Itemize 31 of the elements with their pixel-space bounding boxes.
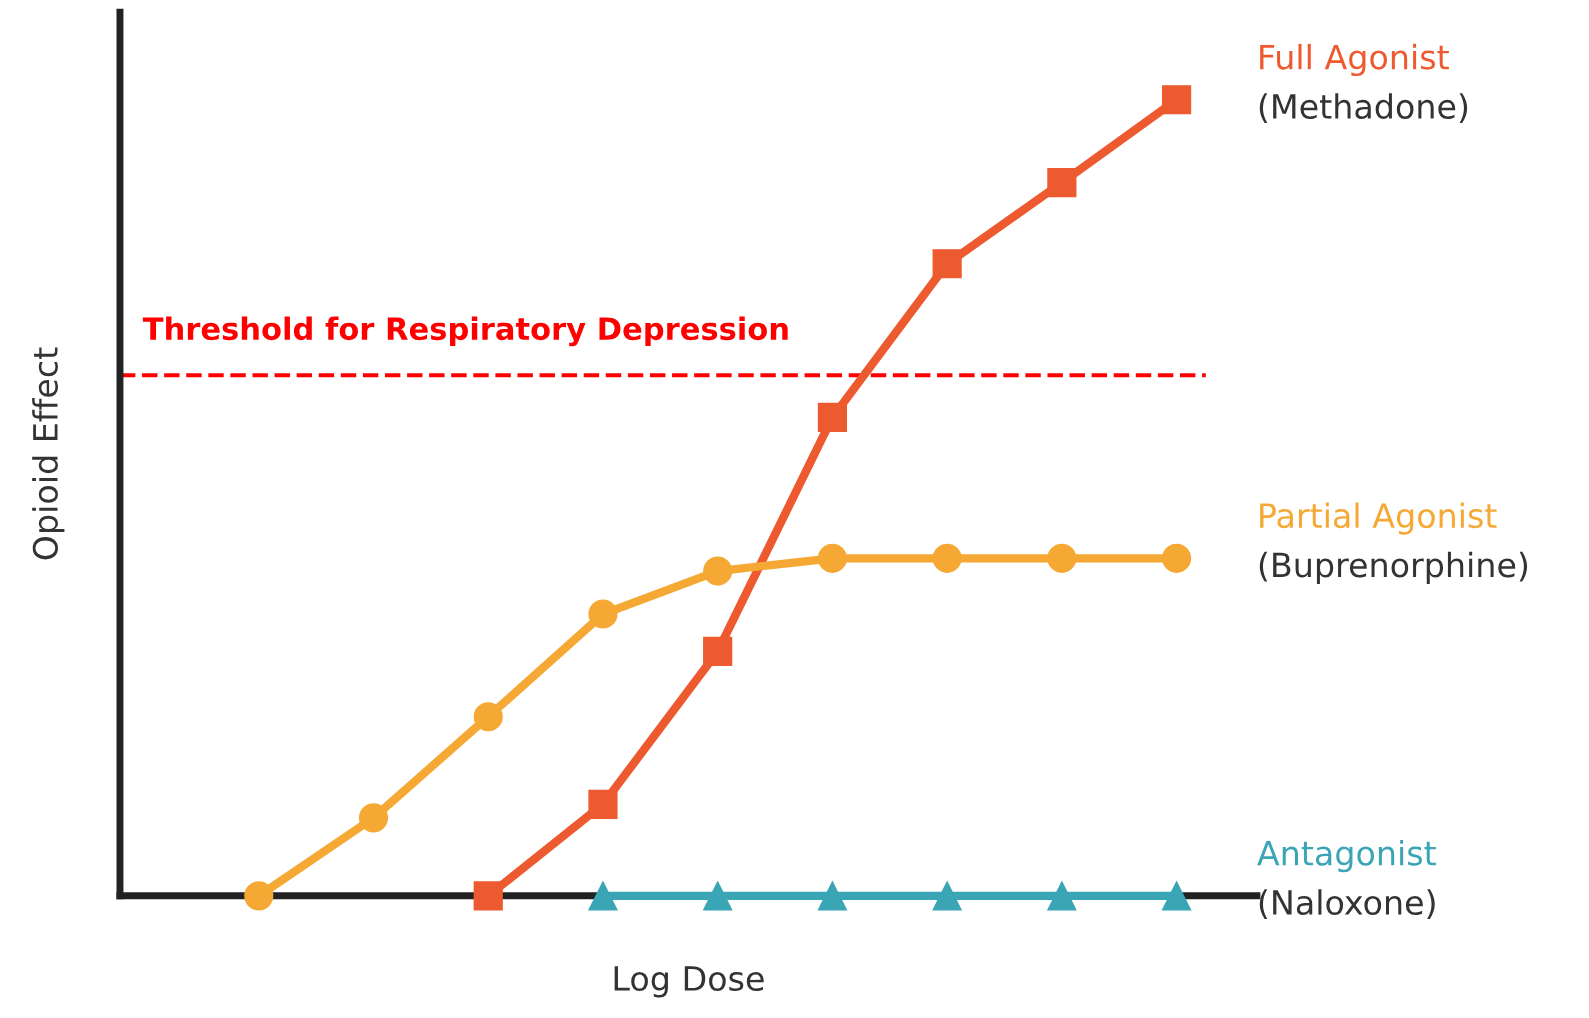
point	[1047, 543, 1077, 573]
point	[817, 543, 847, 573]
point	[703, 556, 733, 586]
text: Partial Agonist	[1260, 502, 1497, 535]
point	[244, 881, 274, 911]
text: (Naloxone)	[1259, 889, 1435, 919]
text: Full Agonist	[1260, 43, 1449, 77]
text: (Methadone)	[1259, 93, 1468, 123]
point	[588, 599, 618, 629]
point	[1047, 167, 1077, 198]
point	[932, 543, 962, 573]
point	[817, 881, 847, 911]
point	[1162, 543, 1192, 573]
point	[932, 249, 962, 279]
text: Antagonist	[1257, 839, 1436, 873]
point	[588, 881, 618, 911]
point	[358, 803, 389, 833]
point	[1047, 881, 1077, 911]
y-axis-title: Opioid Effect	[32, 347, 65, 560]
point	[1162, 85, 1192, 115]
point	[703, 636, 733, 667]
point	[588, 789, 618, 819]
text: (Buprenorphine)	[1259, 551, 1528, 584]
point	[473, 881, 503, 911]
ref-line-label: Threshold for Respiratory Depression	[142, 316, 788, 347]
point	[817, 402, 847, 432]
point	[1162, 881, 1192, 911]
point	[473, 702, 503, 732]
point	[932, 881, 962, 911]
x-axis-title: Log Dose	[614, 966, 764, 998]
point	[703, 881, 733, 911]
